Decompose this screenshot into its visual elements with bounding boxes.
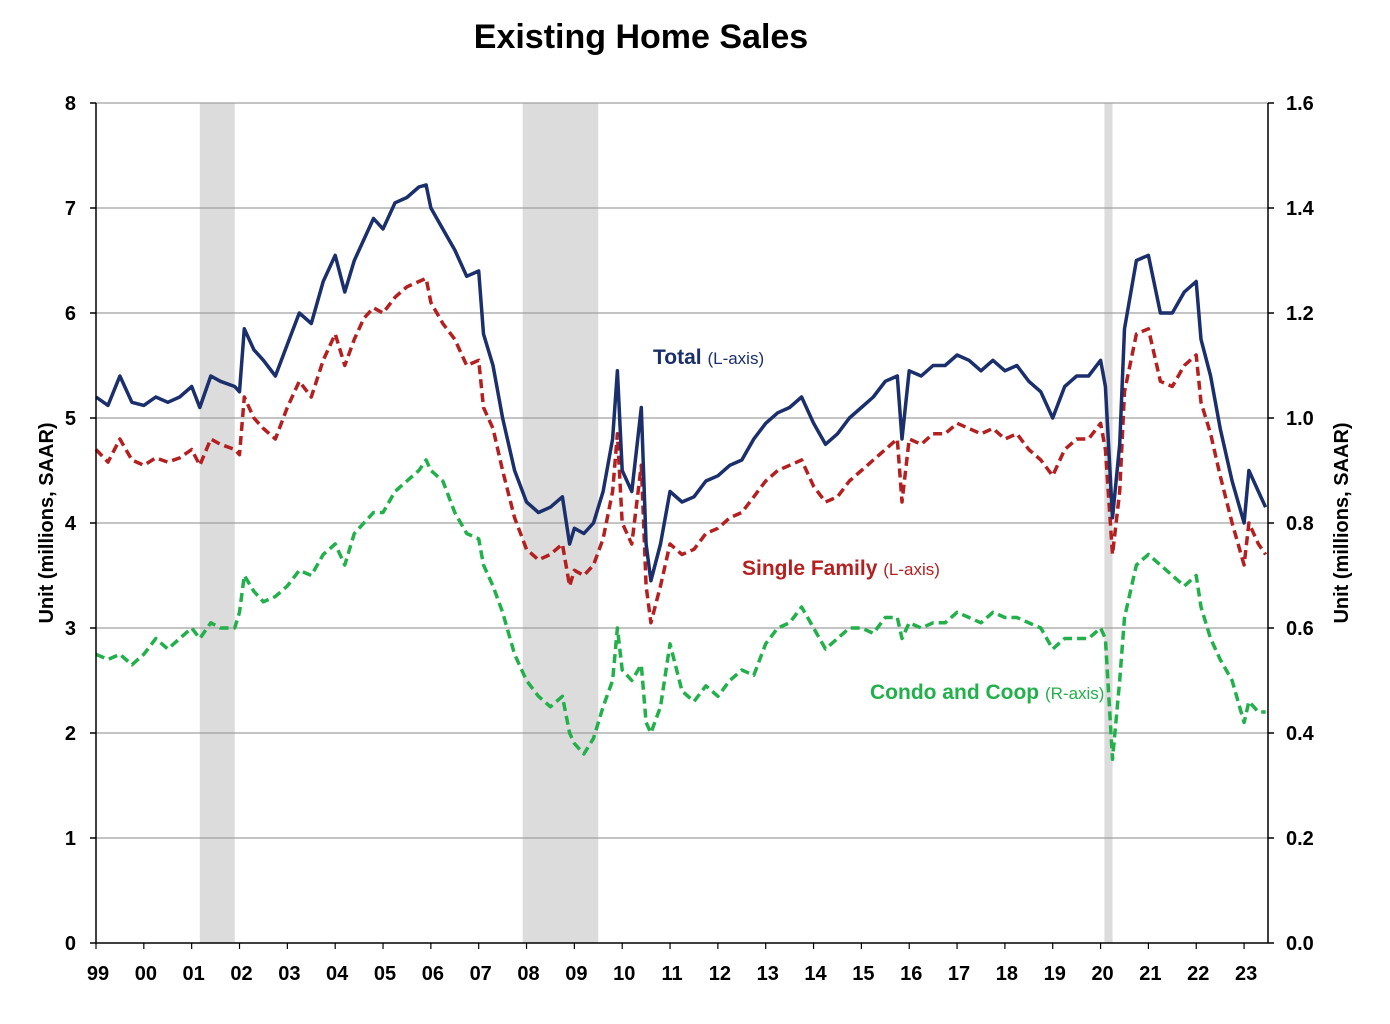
x-tick-label: 03	[278, 963, 300, 985]
right-tick-label: 1.0	[1286, 408, 1314, 430]
left-tick-label: 5	[65, 408, 76, 430]
right-tick-label: 0.2	[1286, 828, 1314, 850]
series-label-name: Single Family	[742, 557, 883, 580]
left-tick-label: 3	[65, 618, 76, 640]
x-tick-label: 15	[852, 963, 874, 985]
x-tick-label: 22	[1187, 963, 1209, 985]
x-tick-label: 07	[470, 963, 492, 985]
x-tick-label: 05	[374, 963, 396, 985]
left-tick-label: 8	[65, 93, 76, 115]
series-label-total: Total (L-axis)	[653, 346, 764, 369]
x-tick-label: 16	[900, 963, 922, 985]
gridlines	[96, 102, 1268, 839]
series-label-axis-note: (L-axis)	[883, 560, 940, 579]
x-tick-label: 20	[1091, 963, 1113, 985]
x-tick-label: 19	[1044, 963, 1066, 985]
x-tick-label: 10	[613, 963, 635, 985]
x-tick-label: 21	[1139, 963, 1161, 985]
series-line-total	[94, 183, 1268, 583]
series-label-axis-note: (R-axis)	[1045, 684, 1105, 703]
series-line-single-family	[94, 276, 1268, 625]
x-tick-label: 01	[183, 963, 205, 985]
right-tick-label: 1.6	[1286, 93, 1314, 115]
x-tick-label: 06	[422, 963, 444, 985]
x-tick-label: 12	[709, 963, 731, 985]
left-tick-label: 1	[65, 828, 76, 850]
series-label-condo-and-coop: Condo and Coop (R-axis)	[870, 681, 1104, 704]
series-label-name: Total	[653, 346, 707, 369]
series-line-condo-and-coop	[95, 458, 1266, 762]
left-tick-label: 0	[65, 933, 76, 955]
x-tick-label: 00	[135, 963, 157, 985]
left-tick-label: 4	[65, 513, 77, 535]
x-tick-label: 99	[87, 963, 109, 985]
series-label-axis-note: (L-axis)	[707, 349, 764, 368]
x-tick-label: 17	[948, 963, 970, 985]
right-tick-label: 0.4	[1286, 723, 1315, 745]
left-tick-label: 7	[65, 198, 76, 220]
x-tick-label: 23	[1235, 963, 1257, 985]
x-tick-label: 02	[230, 963, 252, 985]
right-tick-label: 0.8	[1286, 513, 1314, 535]
right-tick-label: 0.6	[1286, 618, 1314, 640]
x-tick-label: 14	[804, 963, 827, 985]
series-label-name: Condo and Coop	[870, 681, 1045, 704]
series-labels: Total (L-axis)Single Family (L-axis)Cond…	[653, 346, 1104, 704]
series-lines	[94, 183, 1268, 762]
right-tick-label: 1.4	[1286, 198, 1315, 220]
left-tick-label: 2	[65, 723, 76, 745]
x-tick-label: 11	[661, 963, 682, 985]
x-tick-label: 18	[996, 963, 1018, 985]
x-tick-label: 09	[565, 963, 587, 985]
left-axis-title: Unit (millions, SAAR)	[36, 422, 58, 623]
right-tick-label: 1.2	[1286, 303, 1314, 325]
x-tick-label: 04	[326, 963, 349, 985]
right-tick-label: 0.0	[1286, 933, 1314, 955]
right-axis-title: Unit (millions, SAAR)	[1331, 422, 1353, 623]
left-tick-label: 6	[65, 303, 76, 325]
series-label-single-family: Single Family (L-axis)	[742, 557, 940, 580]
chart-title: Existing Home Sales	[474, 18, 808, 56]
x-tick-label: 13	[757, 963, 779, 985]
x-tick-label: 08	[517, 963, 539, 985]
